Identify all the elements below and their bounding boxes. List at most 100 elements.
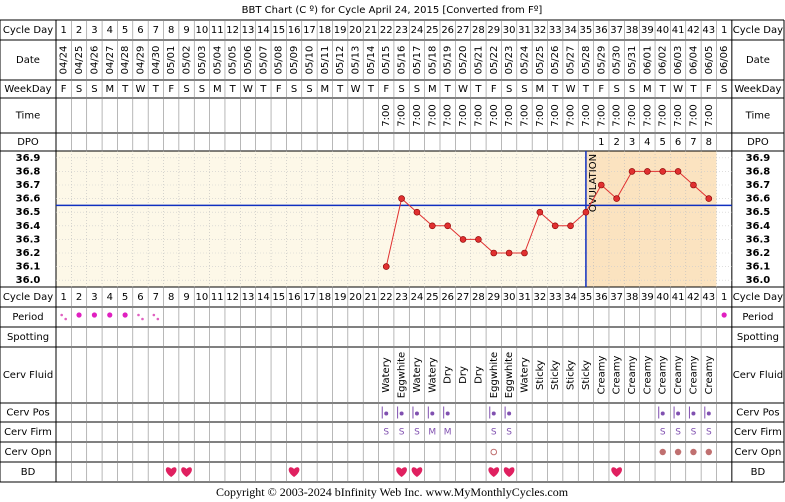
date: 04/27 — [105, 46, 116, 75]
time: 7:00 — [704, 104, 715, 126]
cycle-day: 36 — [595, 292, 608, 303]
cycle-day: 39 — [641, 292, 654, 303]
cycle-day: 11 — [211, 292, 224, 303]
y-tick-label: 36.1 — [16, 262, 41, 273]
date: 05/06 — [243, 46, 254, 75]
dpo: 8 — [706, 137, 712, 148]
cerv-firm: S — [383, 428, 389, 438]
cerv-pos-dot — [507, 411, 512, 416]
cycle-day: 2 — [76, 25, 82, 36]
date: 05/27 — [566, 46, 577, 75]
time: 7:00 — [642, 104, 653, 126]
date: 05/30 — [612, 46, 623, 75]
row-label: Cerv Firm — [734, 427, 782, 438]
weekday: T — [582, 84, 590, 95]
period-light — [156, 317, 160, 321]
bd-heart — [411, 467, 423, 477]
cerv-firm: S — [506, 428, 512, 438]
weekday: M — [105, 84, 114, 95]
cycle-day: 27 — [457, 25, 470, 36]
cycle-day: 6 — [137, 292, 143, 303]
row-label: Period — [742, 312, 773, 323]
time: 7:00 — [427, 104, 438, 126]
date: 05/17 — [412, 46, 423, 75]
date: 05/18 — [427, 46, 438, 75]
weekday: S — [506, 84, 512, 95]
y-tick-label: 36.1 — [746, 262, 771, 273]
bd-heart — [181, 467, 192, 477]
cerv-firm: S — [491, 428, 497, 438]
cycle-day: 1 — [721, 25, 727, 36]
cerv-fluid: Creamy — [704, 356, 715, 395]
period-dot — [721, 312, 727, 318]
cycle-day: 35 — [580, 292, 593, 303]
cycle-day: 33 — [549, 25, 562, 36]
y-tick-label: 36.6 — [16, 194, 41, 205]
cerv-fluid: Sticky — [535, 360, 546, 390]
cerv-pos-dot — [691, 411, 696, 416]
weekday: S — [721, 84, 727, 95]
weekday: F — [491, 84, 497, 95]
y-tick-label: 36.8 — [16, 166, 41, 177]
cycle-day: 26 — [441, 25, 454, 36]
y-tick-label: 36.2 — [746, 248, 771, 259]
time: 7:00 — [581, 104, 592, 126]
date: 04/26 — [89, 46, 100, 75]
cycle-day: 16 — [288, 25, 301, 36]
weekday: F — [706, 84, 712, 95]
date: 05/24 — [519, 46, 530, 75]
date: 05/25 — [535, 46, 546, 75]
row-label: Cycle Day — [3, 25, 53, 36]
cycle-day: 20 — [349, 292, 362, 303]
cycle-day: 12 — [226, 25, 239, 36]
row-label: Cerv Pos — [736, 408, 779, 419]
cycle-day: 15 — [272, 292, 285, 303]
cerv-fluid: Sticky — [566, 360, 577, 390]
date: 05/14 — [366, 46, 377, 75]
cerv-firm: M — [428, 428, 436, 438]
cycle-day: 13 — [242, 25, 255, 36]
weekday: F — [383, 84, 389, 95]
date: 05/26 — [550, 46, 561, 75]
weekday: W — [351, 84, 361, 95]
date: 05/05 — [228, 46, 239, 75]
row-label: WeekDay — [734, 84, 781, 95]
weekday: F — [168, 84, 174, 95]
cycle-day: 5 — [122, 25, 128, 36]
cycle-day: 6 — [137, 25, 143, 36]
date: 05/04 — [212, 46, 223, 75]
y-tick-label: 36.3 — [16, 234, 41, 245]
temp-point — [613, 195, 620, 202]
row-label: Cerv Fluid — [3, 370, 53, 381]
row-label: Spotting — [737, 332, 779, 343]
cycle-day: 8 — [168, 292, 174, 303]
temp-point — [551, 222, 559, 230]
date: 05/07 — [258, 46, 269, 75]
weekday: W — [243, 84, 253, 95]
row-label: Cerv Fluid — [733, 370, 783, 381]
weekday: W — [136, 84, 146, 95]
weekday: T — [336, 84, 344, 95]
cycle-day: 26 — [441, 292, 454, 303]
date: 05/10 — [304, 46, 315, 75]
date: 05/23 — [504, 46, 515, 75]
cycle-day: 28 — [472, 25, 485, 36]
dpo: 4 — [644, 137, 650, 148]
time: 7:00 — [658, 104, 669, 126]
ovulation-label: OVULATION — [588, 154, 599, 212]
row-label: Cerv Opn — [734, 447, 781, 458]
row-label: Cerv Firm — [4, 427, 52, 438]
temp-point — [628, 168, 636, 175]
row-label: Spotting — [7, 332, 49, 343]
cycle-day: 35 — [580, 25, 593, 36]
cycle-day: 19 — [334, 292, 347, 303]
cycle-day: 3 — [91, 292, 97, 303]
cycle-day: 5 — [122, 292, 128, 303]
date: 06/02 — [658, 46, 669, 75]
row-label: Period — [12, 312, 43, 323]
cycle-day: 34 — [564, 292, 577, 303]
cycle-day: 20 — [349, 25, 362, 36]
temp-point — [690, 181, 697, 189]
weekday: T — [121, 84, 129, 95]
cycle-day: 24 — [411, 292, 424, 303]
